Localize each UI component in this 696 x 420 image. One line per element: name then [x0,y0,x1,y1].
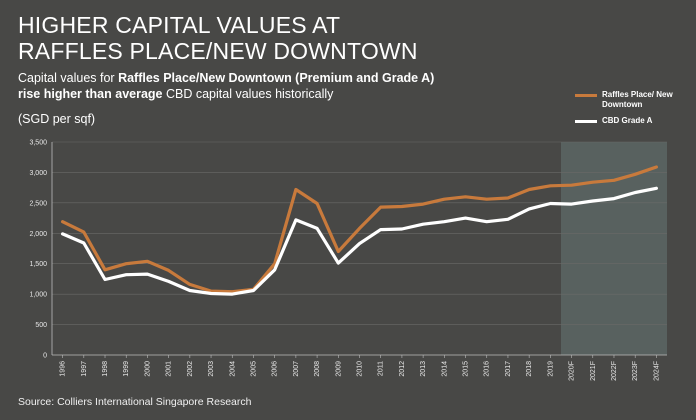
x-tick-label: 1999 [123,361,130,377]
x-tick-label: 2019 [547,361,554,377]
x-tick-label: 2001 [166,361,173,377]
x-tick-label: 2017 [505,361,512,377]
y-tick-label: 3,500 [29,140,47,147]
x-tick-label: 2003 [208,361,215,377]
x-tick-label: 1996 [60,361,67,377]
legend-label-raffles: Raffles Place/ New Downtown [602,90,673,109]
chart-subtitle: Capital values for Raffles Place/New Dow… [18,70,488,102]
y-tick-label: 3,000 [29,170,47,177]
legend-swatch-cbd [575,120,597,123]
x-tick-label: 2023F [632,361,639,381]
x-tick-label: 2022F [611,361,618,381]
y-tick-label: 500 [35,322,47,329]
x-tick-label: 2014 [441,361,448,377]
x-tick-label: 2013 [420,361,427,377]
title-line-2: RAFFLES PLACE/NEW DOWNTOWN [18,38,418,64]
subtitle-part-3: rise higher than average [18,87,163,101]
x-tick-label: 2004 [229,361,236,377]
x-tick-label: 2020F [569,361,576,381]
subtitle-part-1: Capital values for [18,71,119,85]
x-tick-label: 2021F [590,361,597,381]
y-tick-label: 1,000 [29,292,47,299]
x-tick-label: 2006 [272,361,279,377]
y-tick-label: 2,500 [29,200,47,207]
x-tick-label: 1998 [102,361,109,377]
y-tick-label: 0 [43,353,47,360]
x-tick-label: 2015 [463,361,470,377]
x-tick-label: 2018 [526,361,533,377]
forecast-band [560,142,667,355]
legend-swatch-raffles [575,94,597,97]
x-tick-label: 2007 [293,361,300,377]
subtitle-part-4: CBD capital values historically [162,87,334,101]
x-tick-label: 1997 [81,361,88,377]
x-tick-label: 2009 [335,361,342,377]
x-tick-label: 2016 [484,361,491,377]
y-axis-unit-label: (SGD per sqf) [18,112,96,126]
legend-label-cbd: CBD Grade A [602,116,653,125]
source-note: Source: Colliers International Singapore… [18,396,252,408]
y-tick-label: 2,000 [29,231,47,238]
series-line-cbd [60,186,659,296]
x-tick-label: 2011 [378,361,385,376]
subtitle-part-2: Raffles Place/New Downtown (Premium and … [118,71,435,85]
x-tick-label: 2005 [250,361,257,377]
y-tick-label: 1,500 [29,261,47,268]
chart-title: HIGHER CAPITAL VALUES AT RAFFLES PLACE/N… [18,12,418,64]
x-tick-label: 2000 [144,361,151,377]
series-line-raffles [60,165,659,294]
x-tick-label: 2024F [653,361,660,381]
x-tick-label: 2012 [399,361,406,377]
x-tick-label: 2002 [187,361,194,377]
x-tick-label: 2010 [357,361,364,377]
title-line-1: HIGHER CAPITAL VALUES AT [18,12,341,38]
x-tick-label: 2008 [314,361,321,377]
